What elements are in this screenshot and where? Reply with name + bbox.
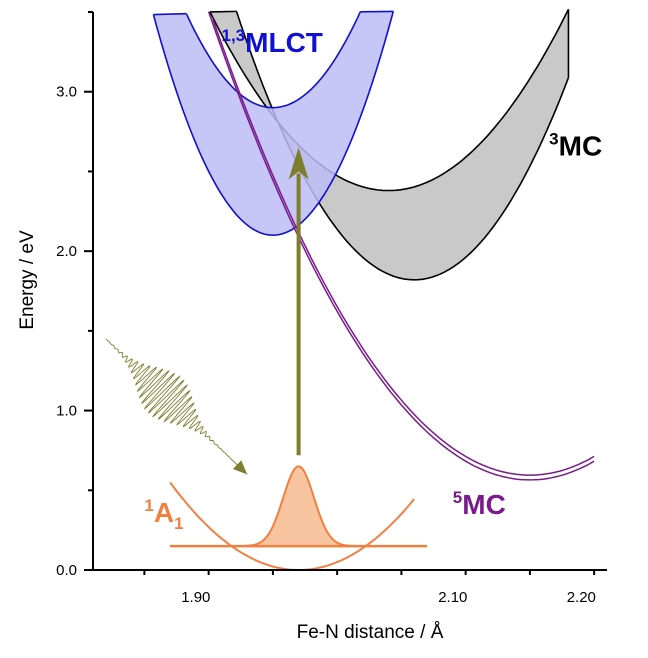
- mc3-left-edge: [209, 10, 237, 13]
- mc3-band-fill: [209, 9, 569, 280]
- a1-label: 1A1: [144, 496, 183, 533]
- excitation-arrow-head: [288, 147, 309, 180]
- y-tick-label: 1.0: [56, 403, 77, 420]
- mc5-label: 5MC: [453, 488, 506, 520]
- x-axis-title: Fe-N distance / Å: [297, 622, 444, 643]
- light-pulse-wave: [105, 338, 248, 475]
- mc3-label: 3MC: [549, 129, 602, 161]
- a1-wavepacket: [242, 465, 355, 548]
- mc5-curve-lower: [207, 11, 595, 481]
- mlct-left-edge: [153, 12, 187, 16]
- x-tick-label: 1.90: [181, 589, 210, 606]
- y-tick-label: 2.0: [56, 243, 77, 260]
- mc5-curve-upper: [212, 18, 595, 476]
- mlct-upper-curve: [185, 11, 362, 109]
- y-tick-label: 0.0: [56, 562, 77, 579]
- mlct-lower-curve: [152, 11, 395, 237]
- light-pulse-arrowhead: [232, 460, 248, 475]
- y-axis-title: Energy / eV: [17, 230, 38, 330]
- mlct-label: 1,3MLCT: [222, 26, 323, 58]
- x-tick-label: 2.10: [438, 589, 467, 606]
- x-tick-label: 2.20: [567, 589, 596, 606]
- axes: 0.0 1.0 2.0 3.0 1.90 2.10 2.20: [56, 11, 607, 606]
- y-tick-label: 3.0: [56, 84, 77, 101]
- plot-area: 1,3MLCT 3MC 5MC 1A1: [105, 8, 602, 571]
